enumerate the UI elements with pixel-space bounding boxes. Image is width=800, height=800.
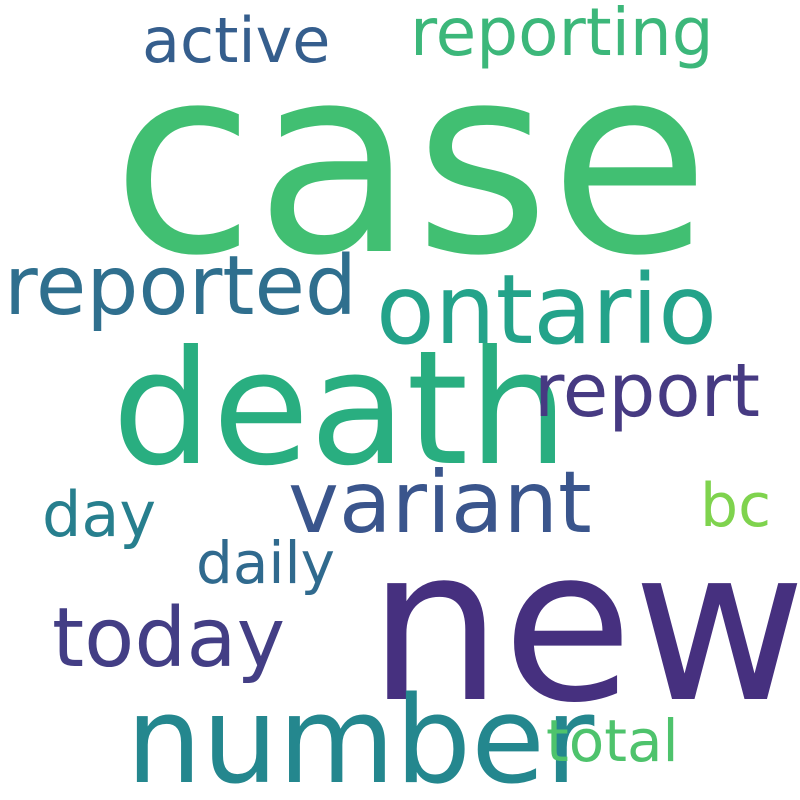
word-total: total <box>546 707 679 775</box>
word-number: number <box>126 672 595 800</box>
word-reported: reported <box>4 239 357 334</box>
word-bc: bc <box>700 471 772 541</box>
word-variant: variant <box>288 453 592 553</box>
word-ontario: ontario <box>376 254 717 366</box>
word-daily: daily <box>196 529 335 597</box>
word-case: case <box>112 11 710 313</box>
word-active: active <box>142 4 331 77</box>
word-reporting: reporting <box>410 0 714 71</box>
word-new: new <box>368 502 800 749</box>
word-day: day <box>42 478 157 551</box>
word-death: death <box>112 317 569 501</box>
word-today: today <box>52 591 286 686</box>
word-report: report <box>534 348 761 434</box>
